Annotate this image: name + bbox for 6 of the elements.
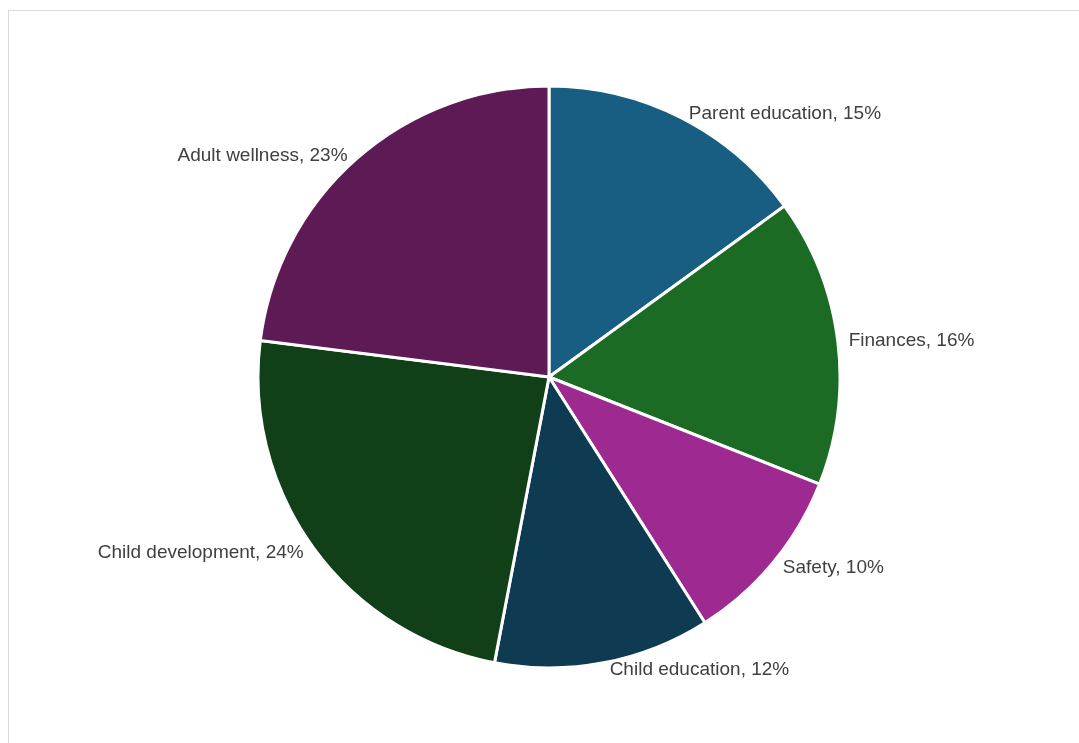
- slice-label: Finances, 16%: [848, 329, 975, 351]
- slice-label: Child education, 12%: [609, 658, 790, 680]
- slice-label: Safety, 10%: [782, 555, 884, 577]
- slice-label: Parent education, 15%: [688, 101, 882, 123]
- slice-label: Adult wellness, 23%: [177, 143, 348, 165]
- slice-label: Child development, 24%: [97, 541, 304, 563]
